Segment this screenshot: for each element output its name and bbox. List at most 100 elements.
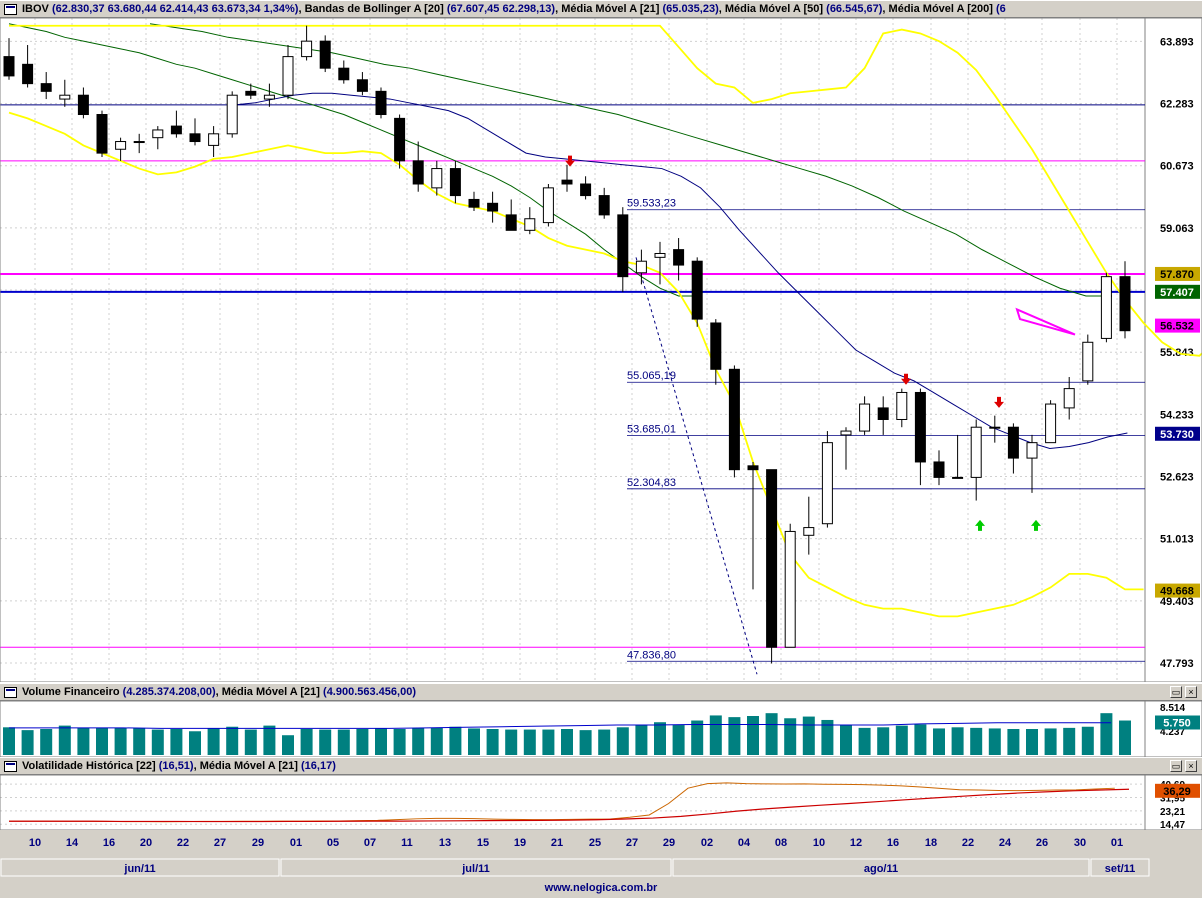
candle-body [412, 160, 424, 185]
candle-body [133, 141, 145, 144]
x-tick-label: 26 [1036, 837, 1048, 849]
panel-menu-icon[interactable] [4, 687, 17, 698]
volume-bar [970, 727, 983, 755]
volume-panel-header: Volume Financeiro (4.285.374.208,00), Mé… [0, 683, 1202, 701]
y-tick-label: 49.403 [1160, 596, 1194, 608]
volatility-panel-header: Volatilidade Histórica [22] (16,51), Méd… [0, 757, 1202, 775]
panel-menu-icon[interactable] [4, 4, 17, 15]
candle-body [728, 368, 740, 471]
candle-body [747, 465, 759, 471]
volume-bar [579, 730, 592, 755]
retracement-label: 55.065,19 [627, 370, 676, 382]
volume-panel-legend: Volume Financeiro (4.285.374.208,00), Mé… [22, 686, 416, 698]
x-tick-label: 01 [1111, 837, 1123, 849]
price-chart[interactable]: 63.89362.28360.67359.06357.45255.84354.2… [0, 18, 1202, 682]
bollinger-values: (67.607,45 62.298,13) [446, 3, 556, 15]
candle-body [338, 67, 350, 81]
candle-body [673, 249, 685, 266]
candle-body [245, 90, 257, 96]
x-tick-label: 05 [327, 837, 339, 849]
month-label: ago/11 [864, 863, 898, 875]
candle-body [170, 125, 182, 135]
candle-body [970, 426, 982, 478]
date-axis: 10 14 16 20 22 27 29 01 05 07 11 13 15 19 21 25 27 29 02 04… [0, 830, 1202, 878]
close-button[interactable]: × [1185, 760, 1197, 772]
ma50-label: Média Móvel A [50] [724, 3, 824, 15]
month-label: set/11 [1105, 863, 1136, 875]
x-tick-label: 22 [177, 837, 189, 849]
x-tick-label: 07 [364, 837, 376, 849]
y-tick-label: 8.514 [1160, 703, 1185, 714]
x-tick-label: 18 [925, 837, 937, 849]
volume-bar [840, 725, 852, 755]
volume-bar [58, 725, 71, 755]
candle-body [1026, 442, 1038, 459]
volume-bar [170, 729, 183, 755]
price-panel-header: IBOV (62.830,37 63.680,44 62.414,43 63.6… [0, 0, 1202, 18]
y-tick-label: 63.893 [1160, 36, 1194, 48]
ma21-value: (65.035,23) [662, 3, 719, 15]
volume-bar [858, 727, 871, 755]
volume-bar [133, 728, 146, 755]
price-badge-label: 53.730 [1160, 429, 1194, 441]
volume-bar [449, 726, 462, 755]
candle-body [877, 407, 889, 420]
candle-body [3, 56, 15, 77]
candle-body [115, 141, 127, 150]
volume-bar [523, 729, 536, 755]
candle-body [375, 90, 387, 116]
x-tick-label: 10 [29, 837, 41, 849]
volume-bar [1119, 720, 1131, 755]
volume-bar [747, 716, 759, 755]
volume-bar [1063, 727, 1076, 755]
x-tick-label: 14 [66, 837, 79, 849]
down-arrow-icon [565, 155, 575, 167]
x-tick-label: 11 [401, 837, 413, 849]
volume-bar [598, 729, 611, 755]
x-tick-label: 24 [999, 837, 1012, 849]
volatility-ma-line [9, 788, 1130, 823]
footer-url[interactable]: www.nelogica.com.br [0, 878, 1202, 898]
volume-bar [895, 725, 908, 755]
maximize-button[interactable]: ▭ [1170, 760, 1182, 772]
x-tick-label: 16 [887, 837, 899, 849]
candle-body [617, 214, 629, 278]
candle-body [226, 94, 238, 135]
close-button[interactable]: × [1185, 686, 1197, 698]
candle-body [710, 322, 722, 370]
price-badge [1155, 266, 1200, 281]
x-tick-label: 16 [103, 837, 115, 849]
ma50-line [8, 23, 698, 297]
candle-body [1045, 403, 1057, 444]
drawn-triangle [1015, 307, 1076, 336]
volume-title: Volume Financeiro [22, 686, 120, 698]
candle-body [654, 252, 666, 258]
month-band [280, 858, 672, 877]
volume-bar [1100, 713, 1113, 755]
candle-body [22, 63, 34, 85]
maximize-button[interactable]: ▭ [1170, 686, 1182, 698]
x-tick-label: 22 [962, 837, 974, 849]
volume-bar [189, 731, 201, 755]
down-arrow-icon [994, 396, 1004, 408]
panel-menu-icon[interactable] [4, 761, 17, 772]
volume-bar [430, 727, 443, 755]
volume-bar [468, 728, 480, 755]
ma21-label: Média Móvel A [21] [561, 3, 660, 15]
candle-body [208, 133, 220, 146]
candle-body [989, 426, 1001, 429]
x-tick-label: 10 [813, 837, 825, 849]
candle-body [561, 179, 573, 185]
volume-bar [561, 729, 573, 755]
volume-bar [21, 730, 34, 755]
x-tick-label: 13 [439, 837, 451, 849]
candle-body [1007, 426, 1019, 459]
candle-body [431, 168, 443, 189]
candle-body [96, 114, 108, 154]
volume-bar [672, 725, 685, 755]
candle-body [598, 195, 610, 216]
ohlc-values: (62.830,37 63.680,44 62.414,43 63.673,34… [51, 3, 299, 15]
candle-body [542, 187, 554, 224]
